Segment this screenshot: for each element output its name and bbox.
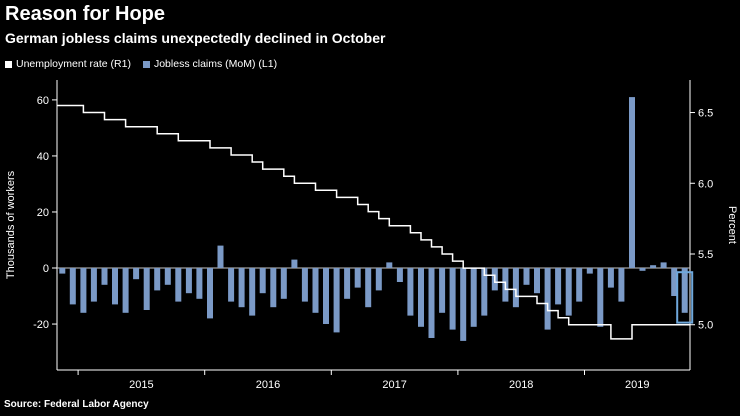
jobless-claims-bar bbox=[586, 268, 593, 274]
jobless-claims-bar bbox=[365, 268, 372, 308]
jobless-claims-bar bbox=[576, 268, 583, 302]
right-axis-tick-label: 6.0 bbox=[698, 178, 713, 190]
jobless-claims-bar bbox=[185, 268, 192, 294]
jobless-claims-bar bbox=[629, 97, 635, 268]
chart-legend: Unemployment rate (R1) Jobless claims (M… bbox=[5, 58, 277, 70]
legend-label-unemployment-rate: Unemployment rate (R1) bbox=[16, 58, 131, 70]
jobless-claims-bar bbox=[418, 268, 424, 327]
jobless-claims-bar bbox=[59, 268, 66, 274]
jobless-claims-bar bbox=[175, 268, 182, 302]
jobless-claims-bar bbox=[90, 268, 97, 302]
jobless-claims-bar bbox=[112, 268, 118, 305]
jobless-claims-bar bbox=[565, 268, 572, 316]
jobless-claims-bar bbox=[154, 268, 161, 291]
jobless-claims-bar bbox=[681, 268, 688, 313]
jobless-claims-bar bbox=[460, 268, 467, 341]
jobless-claims-bar bbox=[386, 262, 393, 268]
jobless-claims-bar bbox=[428, 268, 435, 338]
left-axis-title: Thousands of workers bbox=[5, 170, 17, 279]
left-axis-tick-label: 20 bbox=[37, 207, 49, 219]
jobless-claims-bar bbox=[301, 268, 308, 302]
jobless-claims-bar bbox=[207, 268, 213, 319]
jobless-claims-bar bbox=[607, 268, 614, 288]
jobless-claims-bar bbox=[291, 259, 298, 268]
legend-label-jobless-claims: Jobless claims (MoM) (L1) bbox=[153, 58, 278, 70]
october-highlight-box bbox=[676, 271, 694, 324]
jobless-claims-bar bbox=[660, 262, 667, 268]
jobless-claims-bar bbox=[164, 268, 171, 285]
left-axis-tick-label: 60 bbox=[37, 95, 49, 107]
jobless-claims-bar bbox=[101, 268, 108, 285]
jobless-claims-bar bbox=[523, 268, 530, 285]
jobless-claims-bar bbox=[650, 265, 657, 268]
left-axis-tick-label: -20 bbox=[33, 319, 49, 331]
jobless-claims-bar bbox=[449, 268, 456, 330]
x-axis-year-label: 2017 bbox=[382, 379, 406, 391]
jobless-claims-bar bbox=[280, 268, 287, 299]
jobless-claims-bar bbox=[122, 268, 129, 313]
chart-title: Reason for Hope bbox=[5, 3, 166, 25]
jobless-claims-bar bbox=[238, 268, 245, 308]
jobless-claims-bar bbox=[249, 268, 256, 316]
jobless-claims-bar bbox=[439, 268, 446, 313]
jobless-claims-bar bbox=[639, 268, 646, 271]
jobless-claims-bar bbox=[544, 268, 551, 330]
jobless-claims-bar bbox=[407, 268, 414, 316]
right-axis-tick-label: 5.5 bbox=[698, 249, 713, 261]
jobless-claims-bar bbox=[534, 268, 540, 294]
jobless-claims-bar bbox=[671, 268, 678, 296]
jobless-claims-bar bbox=[618, 268, 625, 302]
jobless-claims-bar bbox=[344, 268, 351, 299]
right-axis-title: Percent bbox=[726, 206, 738, 244]
jobless-claims-bar bbox=[323, 268, 329, 324]
x-axis-year-label: 2019 bbox=[625, 379, 649, 391]
jobless-claims-bar bbox=[143, 268, 150, 310]
legend-item-unemployment-rate: Unemployment rate (R1) bbox=[5, 58, 131, 70]
jobless-claims-bar bbox=[597, 268, 604, 327]
unemployment-rate-line bbox=[57, 104, 690, 340]
jobless-claims-bar bbox=[312, 268, 319, 313]
jobless-claims-bar bbox=[470, 268, 477, 327]
legend-swatch-jobless-claims-icon bbox=[142, 60, 150, 68]
jobless-claims-bar bbox=[481, 268, 488, 316]
left-axis-tick-label: 0 bbox=[43, 263, 49, 275]
jobless-claims-bar bbox=[375, 268, 382, 291]
jobless-claims-bar bbox=[133, 268, 140, 280]
jobless-claims-bar bbox=[396, 268, 403, 282]
jobless-claims-bar bbox=[196, 268, 203, 299]
jobless-claims-bar bbox=[80, 268, 87, 313]
x-axis-year-label: 2015 bbox=[129, 379, 153, 391]
jobless-claims-bar bbox=[354, 268, 361, 288]
jobless-claims-bar bbox=[270, 268, 277, 308]
left-axis-tick-label: 40 bbox=[37, 151, 49, 163]
jobless-claims-bar bbox=[333, 268, 340, 333]
legend-swatch-unemployment-icon bbox=[5, 60, 12, 68]
right-axis-tick-label: 6.5 bbox=[698, 108, 713, 120]
chart-subtitle: German jobless claims unexpectedly decli… bbox=[5, 30, 386, 46]
jobless-claims-bar bbox=[69, 268, 76, 305]
jobless-claims-bar bbox=[512, 268, 519, 308]
right-axis-tick-label: 5.0 bbox=[698, 320, 713, 332]
x-axis-year-label: 2018 bbox=[509, 379, 533, 391]
x-axis-year-label: 2016 bbox=[256, 379, 280, 391]
jobless-claims-bar bbox=[217, 245, 224, 268]
legend-item-jobless-claims: Jobless claims (MoM) (L1) bbox=[142, 58, 278, 70]
jobless-claims-bar bbox=[555, 268, 562, 305]
source-note: Source: Federal Labor Agency bbox=[4, 399, 149, 410]
jobless-claims-bar bbox=[259, 268, 266, 294]
jobless-claims-bar bbox=[228, 268, 235, 302]
